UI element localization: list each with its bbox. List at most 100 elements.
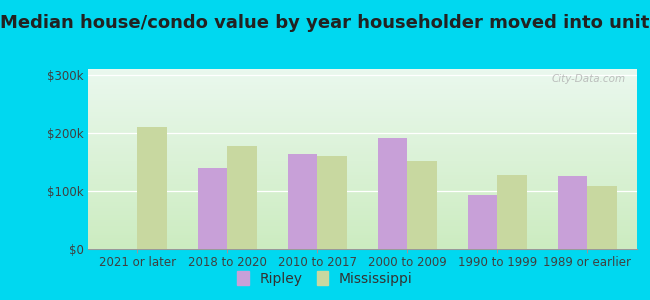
Bar [88,80,637,82]
Bar [88,235,637,236]
Bar [88,146,637,148]
Bar [88,92,637,94]
Bar [88,247,637,249]
Bar [88,188,637,190]
Bar [88,139,637,141]
Bar [88,94,637,96]
Bar [88,76,637,78]
Bar [88,161,637,163]
Bar [378,137,408,249]
Bar [88,244,637,245]
Bar [88,191,637,193]
Bar [88,195,637,197]
Bar [88,215,637,217]
Bar [88,83,637,85]
Bar [558,176,588,249]
Bar [88,224,637,226]
Bar [88,182,637,184]
Bar [88,116,637,118]
Bar [88,82,637,83]
Bar [88,150,637,152]
Bar [88,184,637,186]
Bar [137,127,167,249]
Text: Median house/condo value by year householder moved into unit: Median house/condo value by year househo… [0,14,650,32]
Bar [88,170,637,172]
Bar [497,175,527,249]
Bar [88,112,637,114]
Bar [88,71,637,73]
Bar [88,197,637,199]
Bar [88,172,637,173]
Bar [88,173,637,175]
Bar [88,100,637,101]
Bar [88,98,637,100]
Bar [88,211,637,213]
Bar [88,227,637,229]
Bar [88,110,637,112]
Bar [88,229,637,231]
Bar [88,136,637,137]
Bar [88,220,637,222]
Bar [88,218,637,220]
Bar [88,132,637,134]
Bar [317,156,347,249]
Bar [88,231,637,233]
Bar [88,217,637,218]
Bar [88,226,637,227]
Bar [88,137,637,139]
Bar [88,134,637,136]
Bar [88,78,637,80]
Bar [88,121,637,123]
Bar [88,168,637,170]
Bar [88,164,637,166]
Bar [88,163,637,164]
Bar [88,233,637,235]
Bar [88,130,637,132]
Bar [288,154,317,249]
Text: City-Data.com: City-Data.com [552,74,626,84]
Bar [88,240,637,242]
Bar [88,114,637,116]
Bar [88,199,637,200]
Bar [88,166,637,168]
Bar [588,186,618,249]
Bar [88,242,637,244]
Bar [88,101,637,103]
Bar [88,245,637,247]
Bar [88,190,637,191]
Bar [88,143,637,145]
Bar [88,175,637,177]
Bar [88,154,637,155]
Bar [88,159,637,161]
Bar [468,195,497,249]
Bar [88,119,637,121]
Bar [227,146,257,249]
Bar [88,181,637,182]
Bar [88,91,637,92]
Bar [408,161,437,249]
Bar [88,107,637,109]
Bar [198,168,228,249]
Bar [88,109,637,110]
Bar [88,157,637,159]
Bar [88,209,637,211]
Bar [88,236,637,238]
Bar [88,105,637,107]
Bar [88,141,637,143]
Bar [88,74,637,76]
Bar [88,213,637,215]
Bar [88,238,637,240]
Bar [88,85,637,87]
Bar [88,177,637,179]
Bar [88,128,637,130]
Bar [88,202,637,204]
Bar [88,125,637,127]
Bar [88,123,637,125]
Bar [88,103,637,105]
Bar [88,204,637,206]
Bar [88,208,637,209]
Bar [88,148,637,150]
Bar [88,89,637,91]
Bar [88,200,637,202]
Bar [88,152,637,154]
